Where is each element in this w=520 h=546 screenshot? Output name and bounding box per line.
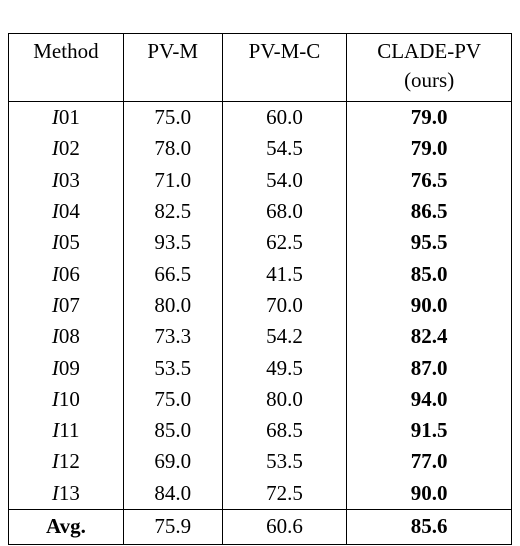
header-text: (ours) [404,68,455,92]
cell: 93.5 [122,227,223,259]
cell: 85.0 [122,414,223,447]
cell: 71.0 [122,164,223,196]
table-row: I10 75.0 80.0 94.0 [8,383,512,415]
cell-best: 86.5 [346,195,512,228]
results-table: Method PV-M PV-M-C CLADE-PV (ours) I01 75.… [8,33,512,545]
header-cell: PV-M-C [221,33,348,102]
header-cell: CLADE-PV (ours) [346,33,512,102]
cell-best: 95.5 [346,227,512,259]
table-row: I11 85.0 68.5 91.5 [8,414,512,447]
cell: 60.6 [221,508,348,545]
table-row: I05 93.5 62.5 95.5 [8,227,512,259]
row-label: I08 [8,321,124,353]
cell: 84.0 [122,477,223,510]
cell: 68.5 [221,414,348,447]
cell: 54.0 [221,164,348,196]
table-row: I04 82.5 68.0 86.5 [8,195,512,228]
header-cell: Method [8,33,124,102]
cell: 60.0 [221,101,348,134]
table-header: Method PV-M PV-M-C CLADE-PV (ours) [8,33,512,102]
row-label: I01 [8,101,124,134]
cell: 75.9 [122,508,223,545]
cell-best: 79.0 [346,101,512,134]
cell-best: 90.0 [346,477,512,510]
row-label: I02 [8,133,124,165]
table-row: I03 71.0 54.0 76.5 [8,164,512,196]
cell: 49.5 [221,352,348,384]
cell-best: 94.0 [346,383,512,415]
avg-label: Avg. [8,508,124,545]
cell: 54.5 [221,133,348,165]
cell: 72.5 [221,477,348,510]
row-label: I13 [8,477,124,510]
cell-best: 85.6 [346,508,512,545]
table-row: I12 69.0 53.5 77.0 [8,446,512,478]
header-text: CLADE-PV [377,39,482,63]
cell: 75.0 [122,101,223,134]
table-row: I07 80.0 70.0 90.0 [8,289,512,322]
row-label: I07 [8,289,124,322]
table-row: I09 53.5 49.5 87.0 [8,352,512,384]
cell: 80.0 [122,289,223,322]
row-label: I10 [8,383,124,415]
cell: 70.0 [221,289,348,322]
cell-best: 90.0 [346,289,512,322]
cell-best: 85.0 [346,258,512,290]
row-label: I09 [8,352,124,384]
cell: 41.5 [221,258,348,290]
cell: 69.0 [122,446,223,478]
table-body: I01 75.0 60.0 79.0 I02 78.0 54.5 79.0 I03 71.0 54.… [8,101,512,510]
table-row: I13 84.0 72.5 90.0 [8,477,512,510]
cell: 62.5 [221,227,348,259]
cell: 82.5 [122,195,223,228]
cell: 53.5 [122,352,223,384]
table-row: I01 75.0 60.0 79.0 [8,101,512,134]
table-footer: Avg. 75.9 60.6 85.6 [8,508,512,545]
table-row: I02 78.0 54.5 79.0 [8,133,512,165]
row-label: I03 [8,164,124,196]
cell: 80.0 [221,383,348,415]
cell-best: 91.5 [346,414,512,447]
cell-best: 77.0 [346,446,512,478]
cell-best: 76.5 [346,164,512,196]
row-label: I04 [8,195,124,228]
row-label: I05 [8,227,124,259]
cell: 66.5 [122,258,223,290]
cell-best: 79.0 [346,133,512,165]
cell: 68.0 [221,195,348,228]
header-cell: PV-M [122,33,223,102]
cell: 78.0 [122,133,223,165]
cell-best: 87.0 [346,352,512,384]
cell-best: 82.4 [346,321,512,353]
cell: 73.3 [122,321,223,353]
row-label: I06 [8,258,124,290]
cell: 53.5 [221,446,348,478]
cell: 54.2 [221,321,348,353]
cell: 75.0 [122,383,223,415]
row-label: I11 [8,414,124,447]
table-row: I08 73.3 54.2 82.4 [8,321,512,353]
row-label: I12 [8,446,124,478]
table-row: I06 66.5 41.5 85.0 [8,258,512,290]
